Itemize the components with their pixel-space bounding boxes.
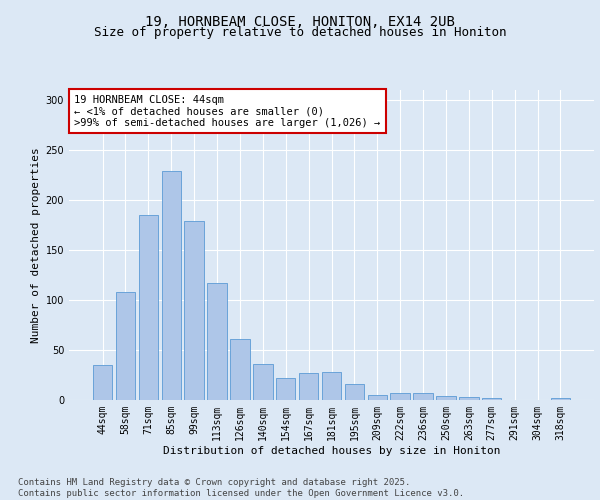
Bar <box>482 398 502 400</box>
Bar <box>184 221 204 400</box>
Bar <box>299 373 319 400</box>
Y-axis label: Number of detached properties: Number of detached properties <box>31 147 41 343</box>
Bar <box>230 339 250 400</box>
X-axis label: Distribution of detached houses by size in Honiton: Distribution of detached houses by size … <box>163 446 500 456</box>
Bar <box>344 384 364 400</box>
Bar <box>139 215 158 400</box>
Bar <box>208 283 227 400</box>
Text: Size of property relative to detached houses in Honiton: Size of property relative to detached ho… <box>94 26 506 39</box>
Bar <box>368 395 387 400</box>
Bar <box>459 397 479 400</box>
Bar <box>93 365 112 400</box>
Bar <box>116 292 135 400</box>
Bar <box>551 398 570 400</box>
Bar <box>322 372 341 400</box>
Text: 19, HORNBEAM CLOSE, HONITON, EX14 2UB: 19, HORNBEAM CLOSE, HONITON, EX14 2UB <box>145 15 455 29</box>
Bar <box>391 393 410 400</box>
Bar <box>436 396 455 400</box>
Bar <box>276 378 295 400</box>
Bar <box>161 171 181 400</box>
Text: Contains HM Land Registry data © Crown copyright and database right 2025.
Contai: Contains HM Land Registry data © Crown c… <box>18 478 464 498</box>
Text: 19 HORNBEAM CLOSE: 44sqm
← <1% of detached houses are smaller (0)
>99% of semi-d: 19 HORNBEAM CLOSE: 44sqm ← <1% of detach… <box>74 94 380 128</box>
Bar <box>253 364 272 400</box>
Bar <box>413 393 433 400</box>
